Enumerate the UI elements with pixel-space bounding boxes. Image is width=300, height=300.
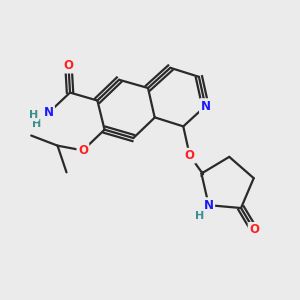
Text: N: N xyxy=(200,100,210,112)
Text: O: O xyxy=(78,144,88,157)
Text: H: H xyxy=(32,119,41,129)
Text: O: O xyxy=(249,224,259,236)
Text: N: N xyxy=(204,199,214,212)
Text: O: O xyxy=(185,149,195,162)
Text: H: H xyxy=(29,110,38,120)
Text: H: H xyxy=(195,211,204,221)
Text: N: N xyxy=(44,106,53,119)
Text: O: O xyxy=(64,59,74,72)
